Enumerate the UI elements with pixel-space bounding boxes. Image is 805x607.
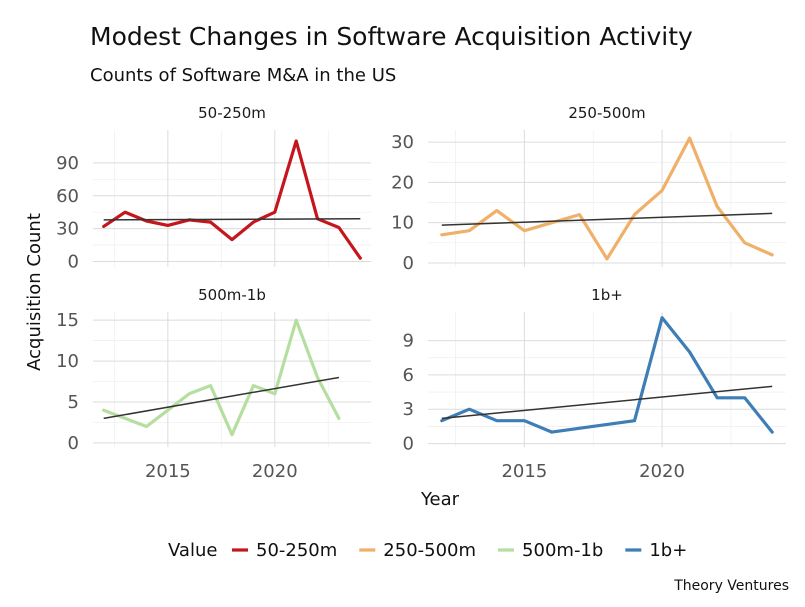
legend-entry-500m-1b: 500m-1b <box>498 540 603 561</box>
caption: Theory Ventures <box>673 578 789 594</box>
series-line-250-500m <box>440 136 774 261</box>
series-line-500m-1b <box>102 318 341 437</box>
legend-label-250-500m: 250-500m <box>383 540 476 561</box>
y-tick-label: 10 <box>56 351 79 372</box>
facet-title-50-250m: 50-250m <box>198 104 266 122</box>
facet-panels: 50-250m0306090250-500m0102030500m-1b0510… <box>56 104 786 482</box>
y-tick-label: 0 <box>68 252 79 273</box>
y-tick-label: 0 <box>68 433 79 454</box>
trend-line-250-500m <box>441 212 773 226</box>
legend-label-1b: 1b+ <box>649 540 687 561</box>
y-tick-label: 3 <box>403 399 414 420</box>
y-tick-label: 15 <box>56 310 79 331</box>
y-tick-label: 30 <box>391 132 414 153</box>
legend: Value 50-250m 250-500m 500m-1b 1b+ <box>168 540 687 561</box>
facet-title-1b: 1b+ <box>591 286 623 304</box>
series-line-50-250m <box>102 139 362 260</box>
y-tick-label: 30 <box>56 219 79 240</box>
x-tick-label: 2015 <box>501 461 547 482</box>
facet-50-250m: 50-250m 0 30 60 90 <box>56 104 371 273</box>
x-tick-label: 2015 <box>145 461 191 482</box>
y-axis-title: Acquisition Count <box>24 213 45 371</box>
y-tick-label: 0 <box>403 434 414 455</box>
y-tick-label: 20 <box>391 172 414 193</box>
legend-entry-250-500m: 250-500m <box>359 540 476 561</box>
legend-label-50-250m: 50-250m <box>256 540 337 561</box>
x-tick-label: 2020 <box>252 461 298 482</box>
y-tick-label: 6 <box>403 365 414 386</box>
chart-title: Modest Changes in Software Acquisition A… <box>90 22 693 51</box>
series-line-1b <box>440 316 774 434</box>
facet-title-500m-1b: 500m-1b <box>198 286 266 304</box>
legend-title: Value <box>168 540 217 561</box>
facet-title-250-500m: 250-500m <box>568 104 645 122</box>
y-tick-label: 9 <box>403 331 414 352</box>
y-tick-label: 60 <box>56 186 79 207</box>
trend-line-50-250m <box>103 218 361 221</box>
y-tick-label: 0 <box>403 253 414 274</box>
trend-line-1b <box>441 385 773 420</box>
y-tick-label: 5 <box>68 392 79 413</box>
legend-entry-1b: 1b+ <box>625 540 687 561</box>
legend-label-500m-1b: 500m-1b <box>522 540 603 561</box>
y-tick-label: 10 <box>391 213 414 234</box>
facet-1b: 1b+ 0 3 6 9 2015 2020 <box>403 286 786 482</box>
facet-500m-1b: 500m-1b 0 5 10 15 2015 2020 <box>56 286 371 482</box>
chart-subtitle: Counts of Software M&A in the US <box>90 65 396 86</box>
legend-entry-50-250m: 50-250m <box>232 540 337 561</box>
x-tick-label: 2020 <box>639 461 685 482</box>
x-axis-title: Year <box>420 489 460 510</box>
trend-line-500m-1b <box>103 376 340 420</box>
y-tick-label: 90 <box>56 153 79 174</box>
facet-250-500m: 250-500m 0 10 20 30 <box>391 104 786 274</box>
